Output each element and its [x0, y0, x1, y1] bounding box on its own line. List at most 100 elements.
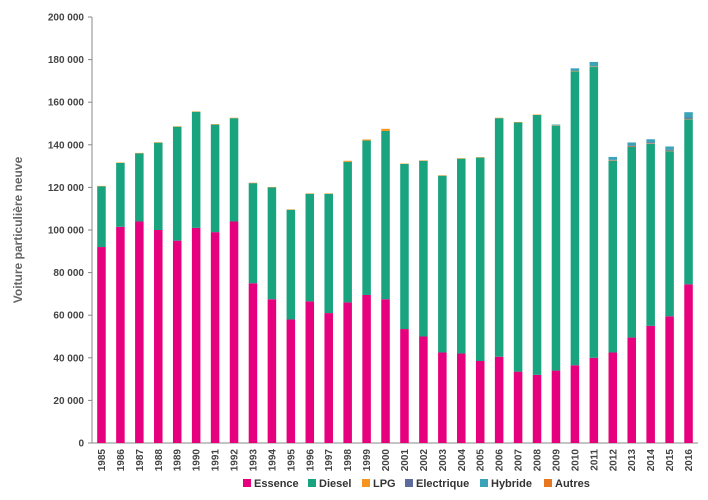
- legend-label: Essence: [254, 478, 299, 490]
- x-tick-label: 2014: [646, 449, 657, 472]
- x-tick-label: 2001: [400, 449, 411, 472]
- bar-diesel-1999: [362, 140, 371, 295]
- x-tick-label: 1991: [211, 449, 222, 472]
- bar-hybride-2013: [627, 142, 636, 146]
- bar-essence-2011: [589, 357, 599, 443]
- bar-diesel-1990: [191, 111, 201, 228]
- x-tick-label: 2002: [419, 449, 430, 472]
- legend-swatch: [480, 479, 488, 487]
- bar-stack-2010: [570, 68, 580, 443]
- bar-diesel-2011: [589, 67, 599, 358]
- bar-essence-1999: [362, 294, 371, 443]
- bar-essence-2001: [400, 329, 409, 443]
- x-tick-label: 1985: [97, 449, 108, 472]
- bar-stack-2005: [475, 157, 485, 443]
- legend-label: Electrique: [416, 478, 469, 490]
- bar-essence-2016: [684, 284, 693, 443]
- x-tick-label: 1997: [324, 449, 335, 472]
- bar-stack-2009: [551, 124, 561, 443]
- legend-item-lpg: LPG: [362, 478, 396, 490]
- x-tick-label: 1993: [248, 449, 259, 472]
- x-axis-ticks: 1985 1986 1987 1988 1989 1990 1991 1992 1993 1994…: [97, 449, 695, 472]
- bar-essence-2008: [532, 374, 542, 443]
- bar-stack-2007: [513, 122, 523, 443]
- bar-hybride-2014: [646, 139, 655, 143]
- legend-item-hybride: Hybride: [480, 478, 532, 490]
- bar-diesel-2000: [381, 130, 390, 300]
- x-tick-label: 1990: [192, 449, 203, 472]
- bar-electrique-2014: [646, 142, 655, 144]
- bar-stack-2012: [608, 156, 618, 443]
- bar-diesel-2014: [646, 143, 655, 326]
- bar-diesel-2016: [684, 119, 693, 285]
- bar-diesel-1986: [116, 162, 125, 227]
- bar-diesel-1987: [135, 153, 144, 222]
- legend-swatch: [243, 479, 251, 487]
- legend-label: Autres: [555, 478, 590, 490]
- bar-essence-1997: [324, 313, 333, 443]
- x-tick-label: 1988: [154, 449, 165, 472]
- legend-item-autres: Autres: [544, 478, 590, 490]
- y-tick-label: 20 000: [53, 396, 84, 407]
- bar-stack-1998: [343, 160, 352, 443]
- bar-essence-2009: [551, 370, 561, 443]
- bar-stack-2000: [381, 128, 390, 443]
- x-tick-label: 2005: [476, 449, 487, 472]
- bar-stack-1988: [154, 142, 163, 443]
- bar-stack-1999: [362, 139, 371, 443]
- legend-label: LPG: [373, 478, 396, 490]
- bar-stack-2015: [665, 146, 674, 443]
- x-tick-label: 2013: [627, 449, 638, 472]
- bar-essence-1987: [135, 221, 144, 443]
- bar-diesel-2001: [400, 163, 409, 330]
- bar-stack-1987: [135, 152, 144, 443]
- bar-stack-1996: [305, 193, 315, 443]
- x-tick-label: 2000: [381, 449, 392, 472]
- bar-diesel-2013: [627, 146, 636, 338]
- bar-electrique-2013: [627, 145, 636, 147]
- bar-stack-1993: [248, 182, 258, 443]
- bar-diesel-2008: [532, 114, 542, 375]
- bar-essence-2015: [665, 316, 674, 443]
- legend-item-essence: Essence: [243, 478, 299, 490]
- bar-essence-1989: [172, 240, 182, 443]
- x-tick-label: 2006: [495, 449, 506, 472]
- bar-electrique-2016: [684, 117, 693, 119]
- x-tick-label: 2007: [514, 449, 525, 472]
- bar-essence-1990: [191, 227, 201, 443]
- bar-diesel-1996: [305, 193, 315, 302]
- legend-swatch: [308, 479, 316, 487]
- x-tick-label: 2009: [551, 449, 562, 472]
- y-tick-label: 120 000: [48, 183, 85, 194]
- bar-essence-1991: [210, 232, 220, 443]
- bar-diesel-2012: [608, 160, 618, 353]
- bar-lpg-1999: [362, 139, 371, 141]
- bar-stack-1992: [229, 117, 239, 443]
- y-tick-label: 140 000: [48, 140, 85, 151]
- y-tick-label: 40 000: [53, 353, 84, 364]
- y-tick-label: 80 000: [53, 268, 84, 279]
- bar-diesel-1993: [248, 183, 258, 284]
- bar-essence-1985: [97, 247, 106, 443]
- legend: Essence Diesel LPG Electrique Hybride Autres: [243, 478, 590, 490]
- bar-essence-1998: [343, 302, 352, 443]
- bar-diesel-2015: [665, 151, 674, 317]
- bar-stack-1991: [210, 124, 220, 443]
- bar-lpg-1998: [343, 160, 352, 162]
- bar-essence-2004: [457, 353, 466, 443]
- bar-diesel-1994: [267, 187, 277, 300]
- bar-diesel-2009: [551, 125, 561, 371]
- bar-hybride-2015: [665, 146, 674, 150]
- y-tick-label: 160 000: [48, 98, 85, 109]
- bar-essence-1996: [305, 301, 315, 443]
- bar-essence-2005: [475, 360, 485, 443]
- bar-essence-2000: [381, 299, 390, 443]
- legend-swatch: [544, 479, 552, 487]
- bar-essence-1995: [286, 319, 296, 443]
- bar-stack-2008: [532, 114, 542, 443]
- y-tick-label: 0: [78, 439, 84, 450]
- bar-hybride-2012: [608, 156, 618, 160]
- axes: [91, 17, 698, 444]
- bar-essence-2012: [608, 352, 618, 443]
- x-tick-label: 2004: [457, 449, 468, 472]
